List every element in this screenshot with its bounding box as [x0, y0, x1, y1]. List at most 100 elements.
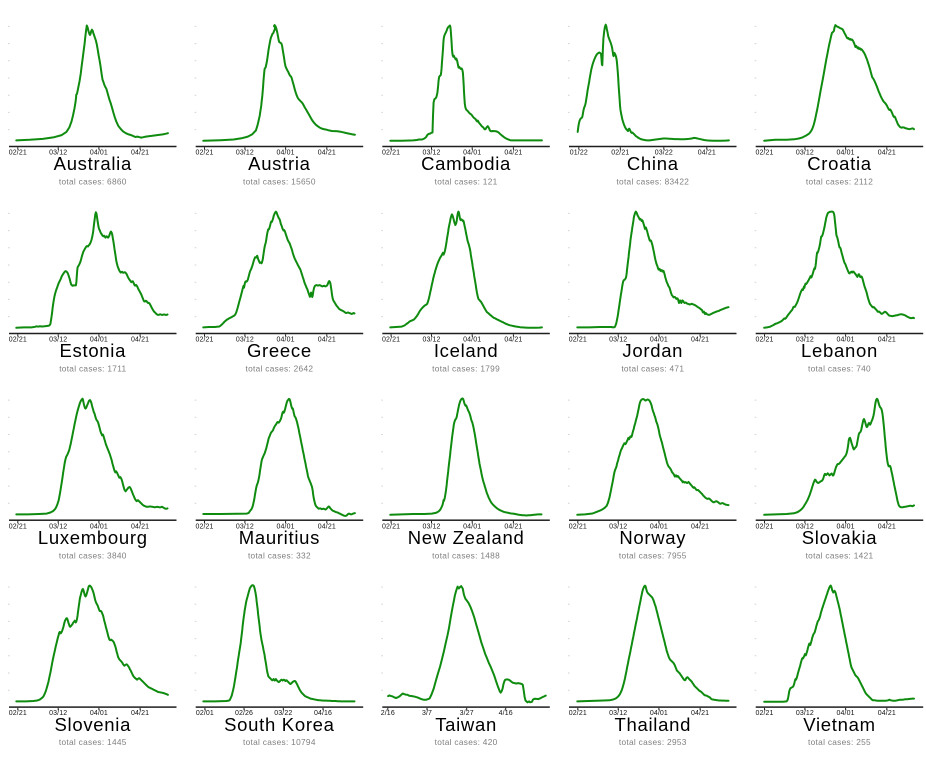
svg-text:03/12: 03/12 [49, 523, 67, 530]
svg-text:Luxembourg: Luxembourg [38, 527, 148, 548]
svg-text:02/21: 02/21 [755, 150, 773, 157]
svg-text:04/21: 04/21 [878, 710, 896, 717]
svg-text:04/21: 04/21 [504, 337, 522, 344]
svg-text:04/01: 04/01 [277, 523, 295, 530]
svg-text:total cases: 255: total cases: 255 [808, 737, 871, 747]
svg-text:02/21: 02/21 [611, 150, 629, 157]
svg-text:04/01: 04/01 [90, 337, 108, 344]
svg-text:04/21: 04/21 [878, 523, 896, 530]
svg-text:total cases: 1445: total cases: 1445 [59, 737, 127, 747]
svg-text:04/21: 04/21 [504, 523, 522, 530]
svg-text:02/21: 02/21 [569, 523, 587, 530]
svg-text:03/12: 03/12 [796, 337, 814, 344]
svg-text:03/12: 03/12 [49, 150, 67, 157]
svg-text:Taiwan: Taiwan [435, 714, 497, 735]
svg-text:total cases: 7955: total cases: 7955 [619, 550, 687, 560]
svg-text:02/21: 02/21 [755, 337, 773, 344]
svg-text:02/21: 02/21 [195, 150, 213, 157]
svg-text:Norway: Norway [619, 527, 686, 548]
svg-text:04/21: 04/21 [504, 150, 522, 157]
svg-text:Greece: Greece [247, 340, 312, 361]
svg-text:04/01: 04/01 [650, 523, 668, 530]
svg-text:total cases: 2642: total cases: 2642 [245, 364, 313, 374]
svg-text:01/22: 01/22 [570, 150, 588, 157]
svg-text:02/21: 02/21 [755, 523, 773, 530]
svg-text:total cases: 15650: total cases: 15650 [243, 177, 316, 187]
svg-text:total cases: 10794: total cases: 10794 [243, 737, 316, 747]
svg-text:02/21: 02/21 [9, 523, 27, 530]
svg-text:total cases: 83422: total cases: 83422 [616, 177, 689, 187]
svg-text:03/12: 03/12 [236, 150, 254, 157]
svg-text:total cases: 420: total cases: 420 [435, 737, 498, 747]
svg-text:04/01: 04/01 [90, 150, 108, 157]
svg-text:02/21: 02/21 [382, 337, 400, 344]
svg-text:3/7: 3/7 [422, 710, 432, 717]
svg-text:04/01: 04/01 [90, 523, 108, 530]
svg-text:Cambodia: Cambodia [421, 153, 511, 174]
svg-text:04/01: 04/01 [463, 150, 481, 157]
svg-text:04/01: 04/01 [837, 150, 855, 157]
svg-text:New Zealand: New Zealand [408, 527, 525, 548]
svg-text:04/21: 04/21 [318, 150, 336, 157]
svg-text:total cases: 6860: total cases: 6860 [59, 177, 127, 187]
svg-text:Austria: Austria [248, 153, 310, 174]
svg-text:03/22: 03/22 [274, 710, 292, 717]
svg-text:04/21: 04/21 [318, 337, 336, 344]
svg-text:04/01: 04/01 [277, 337, 295, 344]
svg-text:Jordan: Jordan [622, 340, 683, 361]
svg-text:total cases: 2112: total cases: 2112 [806, 177, 873, 187]
svg-text:04/21: 04/21 [131, 523, 149, 530]
svg-text:total cases: 332: total cases: 332 [248, 550, 311, 560]
svg-text:04/01: 04/01 [837, 337, 855, 344]
svg-text:Mauritius: Mauritius [239, 527, 320, 548]
svg-text:South Korea: South Korea [224, 714, 335, 735]
svg-text:04/01: 04/01 [90, 710, 108, 717]
svg-text:02/21: 02/21 [755, 710, 773, 717]
svg-text:Lebanon: Lebanon [801, 340, 878, 361]
svg-text:Iceland: Iceland [434, 340, 499, 361]
svg-text:02/21: 02/21 [382, 523, 400, 530]
svg-text:03/12: 03/12 [49, 337, 67, 344]
svg-text:Australia: Australia [54, 153, 132, 174]
svg-text:Vietnam: Vietnam [803, 714, 875, 735]
svg-text:03/12: 03/12 [796, 710, 814, 717]
svg-text:total cases: 471: total cases: 471 [621, 364, 684, 374]
svg-text:04/21: 04/21 [698, 150, 716, 157]
svg-text:04/21: 04/21 [131, 150, 149, 157]
svg-text:03/12: 03/12 [609, 337, 627, 344]
svg-text:total cases: 740: total cases: 740 [808, 364, 871, 374]
svg-text:total cases: 121: total cases: 121 [435, 177, 498, 187]
svg-text:total cases: 1421: total cases: 1421 [806, 550, 874, 560]
svg-text:total cases: 2953: total cases: 2953 [619, 737, 687, 747]
svg-text:4/16: 4/16 [499, 710, 513, 717]
svg-text:2/16: 2/16 [381, 710, 395, 717]
svg-text:03/12: 03/12 [49, 710, 67, 717]
svg-text:Slovenia: Slovenia [55, 714, 132, 735]
svg-text:04/21: 04/21 [691, 523, 709, 530]
svg-text:04/01: 04/01 [277, 150, 295, 157]
svg-text:04/21: 04/21 [691, 710, 709, 717]
svg-text:03/12: 03/12 [609, 523, 627, 530]
svg-text:3/27: 3/27 [460, 710, 474, 717]
svg-text:04/01: 04/01 [650, 337, 668, 344]
svg-text:03/12: 03/12 [609, 710, 627, 717]
svg-text:03/12: 03/12 [422, 150, 440, 157]
svg-text:03/12: 03/12 [422, 523, 440, 530]
svg-text:China: China [627, 153, 679, 174]
svg-text:02/21: 02/21 [9, 337, 27, 344]
svg-text:02/26: 02/26 [235, 710, 253, 717]
svg-text:04/21: 04/21 [878, 337, 896, 344]
svg-text:total cases: 1711: total cases: 1711 [59, 364, 126, 374]
svg-text:03/12: 03/12 [236, 337, 254, 344]
svg-text:02/21: 02/21 [569, 337, 587, 344]
svg-text:04/21: 04/21 [878, 150, 896, 157]
svg-text:04/01: 04/01 [463, 523, 481, 530]
svg-text:03/12: 03/12 [796, 523, 814, 530]
svg-text:Estonia: Estonia [59, 340, 126, 361]
svg-text:02/21: 02/21 [195, 523, 213, 530]
svg-text:total cases: 1799: total cases: 1799 [432, 364, 500, 374]
svg-text:04/16: 04/16 [314, 710, 332, 717]
svg-text:02/21: 02/21 [9, 710, 27, 717]
svg-text:03/22: 03/22 [655, 150, 673, 157]
svg-text:02/21: 02/21 [382, 150, 400, 157]
